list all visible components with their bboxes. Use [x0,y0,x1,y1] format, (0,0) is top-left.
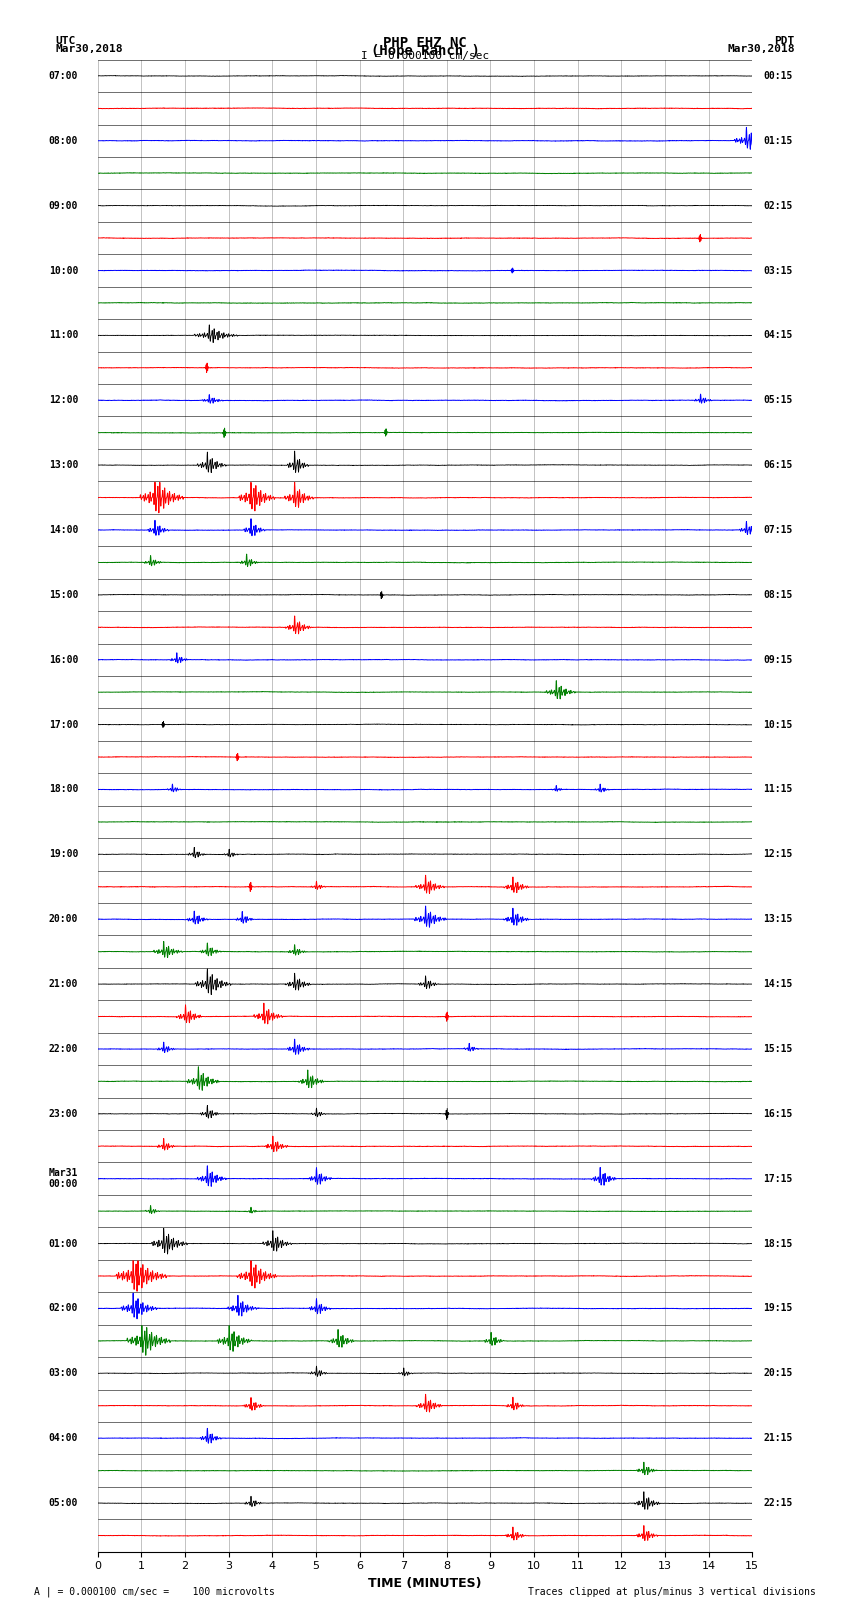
Text: 14:15: 14:15 [763,979,792,989]
Text: 06:15: 06:15 [763,460,792,469]
Text: Mar30,2018: Mar30,2018 [55,44,122,53]
Text: 01:15: 01:15 [763,135,792,145]
Text: 12:15: 12:15 [763,850,792,860]
Text: 12:00: 12:00 [48,395,78,405]
Text: Mar31
00:00: Mar31 00:00 [48,1168,78,1189]
Text: 17:00: 17:00 [48,719,78,729]
Text: 13:00: 13:00 [48,460,78,469]
Text: 11:15: 11:15 [763,784,792,795]
Text: 02:15: 02:15 [763,200,792,211]
Text: 14:00: 14:00 [48,524,78,536]
Text: 16:00: 16:00 [48,655,78,665]
Text: 09:15: 09:15 [763,655,792,665]
Text: 01:00: 01:00 [48,1239,78,1248]
Text: 21:15: 21:15 [763,1434,792,1444]
Text: 21:00: 21:00 [48,979,78,989]
Text: 05:00: 05:00 [48,1498,78,1508]
Text: 22:00: 22:00 [48,1044,78,1053]
Text: 04:00: 04:00 [48,1434,78,1444]
Text: 22:15: 22:15 [763,1498,792,1508]
Text: 04:15: 04:15 [763,331,792,340]
Text: 17:15: 17:15 [763,1174,792,1184]
Text: 05:15: 05:15 [763,395,792,405]
X-axis label: TIME (MINUTES): TIME (MINUTES) [368,1578,482,1590]
Text: 18:00: 18:00 [48,784,78,795]
Text: 10:00: 10:00 [48,266,78,276]
Text: 13:15: 13:15 [763,915,792,924]
Text: 16:15: 16:15 [763,1108,792,1119]
Text: 00:15: 00:15 [763,71,792,81]
Text: 23:00: 23:00 [48,1108,78,1119]
Text: 08:15: 08:15 [763,590,792,600]
Text: 19:00: 19:00 [48,850,78,860]
Text: 03:15: 03:15 [763,266,792,276]
Text: 08:00: 08:00 [48,135,78,145]
Text: A | = 0.000100 cm/sec =    100 microvolts: A | = 0.000100 cm/sec = 100 microvolts [34,1586,275,1597]
Text: 20:00: 20:00 [48,915,78,924]
Text: UTC: UTC [55,37,76,47]
Text: Traces clipped at plus/minus 3 vertical divisions: Traces clipped at plus/minus 3 vertical … [528,1587,816,1597]
Text: PDT: PDT [774,37,795,47]
Text: Mar30,2018: Mar30,2018 [728,44,795,53]
Text: 15:15: 15:15 [763,1044,792,1053]
Text: 07:15: 07:15 [763,524,792,536]
Text: 10:15: 10:15 [763,719,792,729]
Text: 19:15: 19:15 [763,1303,792,1313]
Text: 02:00: 02:00 [48,1303,78,1313]
Text: 03:00: 03:00 [48,1368,78,1379]
Text: I = 0.000100 cm/sec: I = 0.000100 cm/sec [361,52,489,61]
Text: 09:00: 09:00 [48,200,78,211]
Text: 07:00: 07:00 [48,71,78,81]
Text: 11:00: 11:00 [48,331,78,340]
Text: 20:15: 20:15 [763,1368,792,1379]
Text: 15:00: 15:00 [48,590,78,600]
Text: PHP EHZ NC: PHP EHZ NC [383,37,467,50]
Text: (Hope Ranch ): (Hope Ranch ) [371,44,479,58]
Text: 18:15: 18:15 [763,1239,792,1248]
